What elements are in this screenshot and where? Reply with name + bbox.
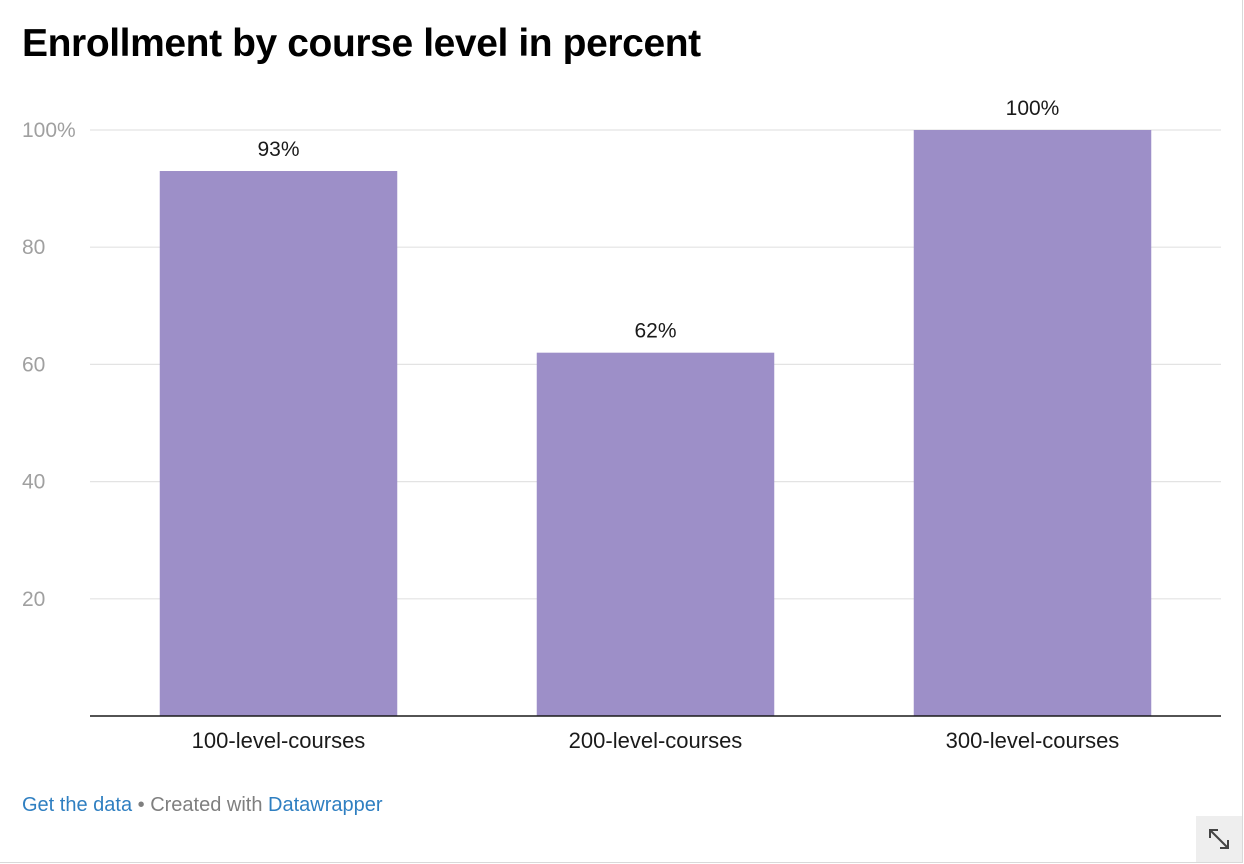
footer-separator: • Created with [132,794,269,816]
chart-title: Enrollment by course level in percent [22,22,701,65]
category-label: 200-level-courses [569,728,743,753]
footer: Get the data • Created with Datawrapper [22,794,383,817]
y-tick-label: 60 [22,353,45,376]
bars [159,130,1152,716]
datawrapper-link[interactable]: Datawrapper [268,794,383,816]
bar-value-label: 93% [257,138,299,161]
y-tick-label: 40 [22,471,45,494]
y-tick-label: 20 [22,588,45,611]
resize-expand-icon[interactable] [1196,816,1242,862]
bar [536,352,775,716]
y-tick-label: 100% [22,119,76,142]
bar-value-label: 62% [634,320,676,343]
category-label: 300-level-courses [946,728,1120,753]
x-axis-categories: 100-level-courses 200-level-courses 300-le… [192,728,1120,753]
get-the-data-link[interactable]: Get the data [22,794,133,816]
category-label: 100-level-courses [192,728,366,753]
bar [913,130,1152,716]
y-axis-ticks: 20 40 60 80 100% [22,119,76,611]
bar [159,171,398,716]
y-tick-label: 80 [22,236,45,259]
data-labels: 93% 62% 100% [257,97,1059,343]
bar-value-label: 100% [1006,97,1060,120]
